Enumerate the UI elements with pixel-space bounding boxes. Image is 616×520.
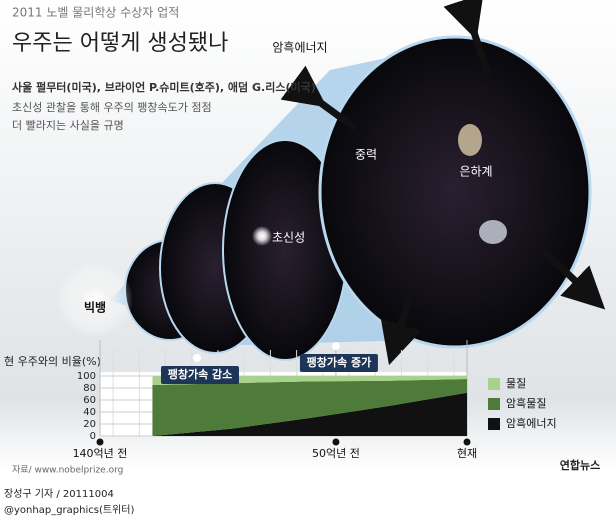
source: 자료/ www.nobelprize.org: [12, 465, 123, 476]
x-tick-dot: [96, 438, 104, 446]
annotation: 팽창가속 증가: [307, 355, 372, 369]
arrow: [540, 247, 606, 310]
y-axis-label: 현 우주와의 비율(%): [4, 355, 101, 368]
annotation: 팽창가속 감소: [168, 367, 233, 381]
arrows: [280, 0, 606, 366]
galaxy-icon: [458, 124, 482, 156]
galaxy-icon: [479, 220, 507, 244]
annotation-box: [160, 366, 239, 384]
label: 빅뱅: [84, 300, 106, 315]
arrow: [443, 0, 492, 77]
description: 더 빨라지는 사실을 규명: [12, 119, 124, 132]
annotation-dot: [192, 354, 201, 362]
legend-swatch: [488, 398, 500, 410]
x-tick-label: 50억년 전: [312, 447, 360, 460]
annotation-dot: [331, 342, 340, 350]
kicker: 2011 노벨 물리학상 수상자 업적: [12, 6, 179, 20]
title: 우주는 어떻게 생성됐나: [12, 31, 228, 56]
legend-label: 암흑물질: [506, 396, 546, 410]
y-tick-label: 40: [83, 407, 96, 418]
universe-now: [318, 35, 592, 349]
footer-bg: [0, 470, 616, 520]
x-tick-label: 140억년 전: [73, 447, 128, 460]
legend-swatch: [488, 418, 500, 430]
x-tick-label: 현재: [457, 447, 477, 460]
area: [152, 379, 467, 436]
label: 암흑에너지: [272, 41, 327, 55]
twitter: @yonhap_graphics(트위터): [4, 503, 134, 516]
description: 초신성 관찰을 통해 우주의 팽창속도가 점점: [12, 100, 212, 114]
arrow: [280, 65, 358, 131]
y-tick-label: 100: [77, 371, 96, 382]
x-tick-dot: [332, 438, 340, 446]
legend-label: 암흑에너지: [506, 416, 557, 430]
y-tick-label: 60: [83, 395, 96, 406]
author: 장성구 기자 / 20111004: [4, 488, 114, 500]
y-tick-label: 20: [83, 419, 96, 430]
arrow: [380, 286, 422, 366]
label: 초신성: [272, 231, 305, 245]
laureates: 사울 펄무터(미국), 브라이언 P.슈미트(호주), 애덤 G.리스(미국): [12, 80, 316, 94]
y-tick-label: 0: [90, 431, 96, 442]
logo: 연합뉴스: [560, 458, 600, 472]
label: 중력: [355, 148, 377, 162]
area: [152, 392, 467, 436]
annotation-box: [299, 354, 378, 372]
legend-swatch: [488, 378, 500, 390]
x-tick-dot: [463, 438, 471, 446]
legend-label: 물질: [506, 377, 526, 390]
label: 은하계: [459, 165, 492, 179]
y-tick-label: 80: [83, 383, 96, 394]
big-bang-glow: [57, 262, 133, 338]
supernova-glow: [252, 226, 272, 246]
